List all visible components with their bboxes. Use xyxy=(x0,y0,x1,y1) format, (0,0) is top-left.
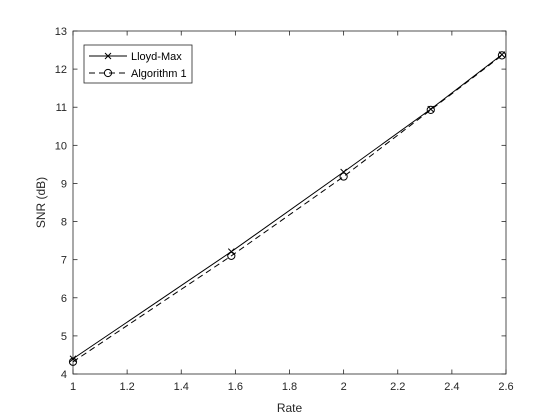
x-axis-label: Rate xyxy=(277,401,303,415)
legend-label-algorithm-1: Algorithm 1 xyxy=(131,68,187,80)
data-point-lloyd-max xyxy=(227,248,235,256)
x-tick-label: 1.4 xyxy=(174,381,189,393)
legend: Lloyd-Max Algorithm 1 xyxy=(83,44,193,84)
x-tick-label: 1.6 xyxy=(228,381,243,393)
legend-box xyxy=(83,44,193,84)
y-axis-ticks: 4 5 6 7 8 9 10 11 12 13 xyxy=(55,26,506,381)
y-tick-label: 7 xyxy=(61,255,67,267)
x-tick-label: 1.2 xyxy=(119,381,134,393)
y-tick-label: 4 xyxy=(61,369,67,381)
y-tick-label: 12 xyxy=(55,64,67,76)
data-point-algorithm-1 xyxy=(497,51,507,60)
x-tick-label: 2.6 xyxy=(498,381,513,393)
y-tick-label: 5 xyxy=(61,331,67,343)
x-tick-label: 2 xyxy=(341,381,347,393)
plot-area xyxy=(72,30,507,375)
data-point-lloyd-max xyxy=(340,168,347,176)
data-point-algorithm-1 xyxy=(426,105,435,114)
x-axis-ticks: 1 1.2 1.4 1.6 1.8 2 2.2 2.4 2.6 xyxy=(70,31,514,393)
data-point-algorithm-1 xyxy=(227,251,236,260)
y-tick-label: 6 xyxy=(61,293,67,305)
y-axis-label: SNR (dB) xyxy=(34,177,48,228)
legend-marker-lloyd-max xyxy=(104,52,112,60)
y-tick-label: 11 xyxy=(56,102,67,114)
x-tick-label: 1 xyxy=(70,381,76,393)
y-tick-label: 8 xyxy=(61,217,67,229)
legend-marker-algorithm-1 xyxy=(103,68,113,78)
y-tick-label: 10 xyxy=(55,140,67,152)
x-tick-label: 2.2 xyxy=(390,381,405,393)
series-layer xyxy=(68,51,507,366)
data-point-algorithm-1 xyxy=(339,172,348,181)
data-point-algorithm-1 xyxy=(68,357,78,366)
y-tick-label: 13 xyxy=(55,26,67,38)
legend-label-lloyd-max: Lloyd-Max xyxy=(131,51,182,63)
x-tick-label: 1.8 xyxy=(282,381,297,393)
y-tick-label: 9 xyxy=(61,178,67,190)
x-tick-label: 2.4 xyxy=(444,381,459,393)
